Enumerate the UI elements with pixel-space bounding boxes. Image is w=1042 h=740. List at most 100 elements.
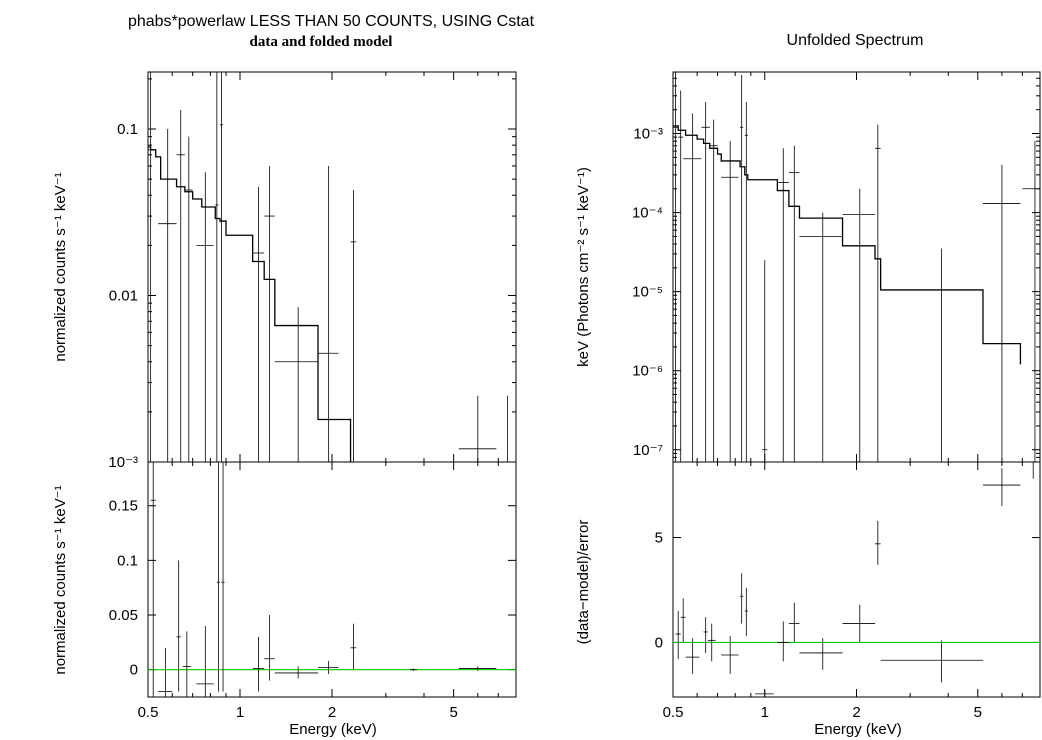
y-tick-label: 10⁻⁶ [632,363,663,380]
data-point [219,72,224,462]
data-point [799,212,843,462]
data-point [721,636,739,674]
y-tick-label: 0.1 [117,552,138,569]
data-point [264,165,275,462]
data-point [880,640,983,683]
data-point [788,602,800,643]
left-title: phabs*powerlaw LESS THAN 50 COUNTS, USIN… [128,13,535,30]
y-tick-label: 0 [655,634,663,651]
data-point [226,691,253,698]
data-point [505,395,510,463]
data-point [318,165,339,462]
data-point [410,668,418,671]
data-point [777,148,789,462]
model-curve [148,146,352,462]
panel-counts: 10⁻³ 0.01 0.1 [108,71,517,471]
xlabel-left: Energy (keV) [289,721,377,738]
data-point [937,248,945,463]
ylabel-residual-counts: normalized counts s⁻¹ keV⁻¹ [52,485,69,674]
left-subtitle: data and folded model [250,34,393,50]
data-point [683,113,702,462]
plot-frame [147,71,517,463]
data-point [176,560,181,692]
y-tick-label: 10⁻³ [633,126,663,143]
data-point [721,141,739,462]
x-tick-label: 0.5 [138,704,159,721]
data-point [874,124,881,462]
data-point [1026,461,1040,479]
data-point [678,90,684,462]
data-point [182,631,191,697]
model-curve [673,125,1022,365]
data-point [252,186,265,462]
data-point [215,72,219,462]
y-tick-label: 0.01 [109,288,138,305]
data-point [458,666,497,671]
y-tick-label: 0.05 [109,607,138,624]
data-point [252,636,265,692]
plot-frame [672,461,1041,698]
x-tick-label: 5 [974,704,982,721]
data-point [842,604,875,643]
data-point [755,690,774,697]
data-point [264,615,275,681]
x-tick-label: 5 [449,704,457,721]
data-point [842,188,875,462]
x-tick-label: 1 [236,704,244,721]
panel-unfolded: 10⁻⁷ 10⁻⁶ 10⁻⁵ 10⁻⁴ 10⁻³ [632,71,1041,463]
data-point [158,129,177,462]
data-point [158,647,173,697]
data-point [874,520,881,565]
panel-residual-counts: 0.5 1 2 5 0 0.05 0.1 0.15 [109,461,517,721]
y-tick-label: 0.15 [109,498,138,515]
data-point [221,462,225,692]
data-point [982,468,1021,507]
data-point [680,598,686,643]
data-point [274,307,319,462]
data-point [703,617,708,653]
y-tick-label: 5 [655,530,663,547]
y-tick-label: 0 [130,662,138,679]
data-point [982,164,1021,462]
panel-residual-sigma: 0.5 1 2 5 0 5 [655,461,1041,721]
data-point [196,172,214,462]
ylabel-counts: normalized counts s⁻¹ keV⁻¹ [52,172,69,361]
plot-frame [672,71,1041,463]
data-point [318,660,339,675]
ylabel-unfolded: keV (Photons cm⁻² s⁻¹ keV⁻¹) [575,167,592,367]
data-point [176,110,185,462]
data-point [740,74,744,462]
data-point [458,395,497,462]
data-point [701,102,710,462]
data-point [150,462,156,697]
data-point [673,72,679,462]
data-point [350,623,357,670]
y-tick-label: 10⁻⁵ [632,284,663,301]
data-point [675,610,681,660]
xlabel-right: Energy (keV) [814,721,902,738]
x-tick-label: 2 [852,704,860,721]
data-point [184,136,193,462]
data-point [744,102,748,462]
y-tick-label: 10⁻³ [108,454,138,471]
data-point [777,621,789,662]
data-point [788,145,800,462]
data-point [216,462,220,692]
data-point [744,587,748,637]
data-point [350,190,357,462]
x-tick-label: 2 [328,704,336,721]
x-tick-label: 1 [761,704,769,721]
data-point [274,666,319,679]
data-point [799,638,843,670]
y-tick-label: 10⁻⁴ [632,205,663,222]
data-point [707,623,716,662]
ylabel-residual-sigma: (data−model)/error [575,520,592,645]
data-point [740,573,744,624]
data-point [762,260,768,462]
data-point [196,625,214,697]
data-point [709,119,718,462]
right-title: Unfolded Spectrum [787,32,924,49]
data-point [148,72,154,462]
y-tick-label: 10⁻⁷ [633,442,663,459]
